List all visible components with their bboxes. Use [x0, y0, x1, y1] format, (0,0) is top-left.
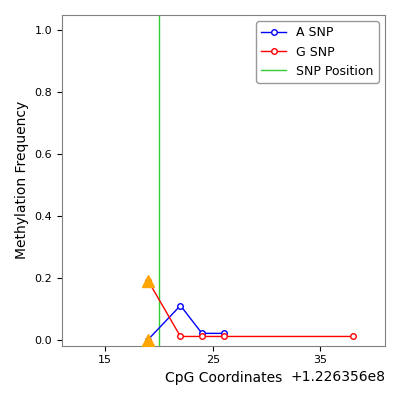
Legend: A SNP, G SNP, SNP Position: A SNP, G SNP, SNP Position — [256, 21, 379, 83]
Y-axis label: Methylation Frequency: Methylation Frequency — [15, 101, 29, 260]
X-axis label: CpG Coordinates: CpG Coordinates — [165, 371, 282, 385]
